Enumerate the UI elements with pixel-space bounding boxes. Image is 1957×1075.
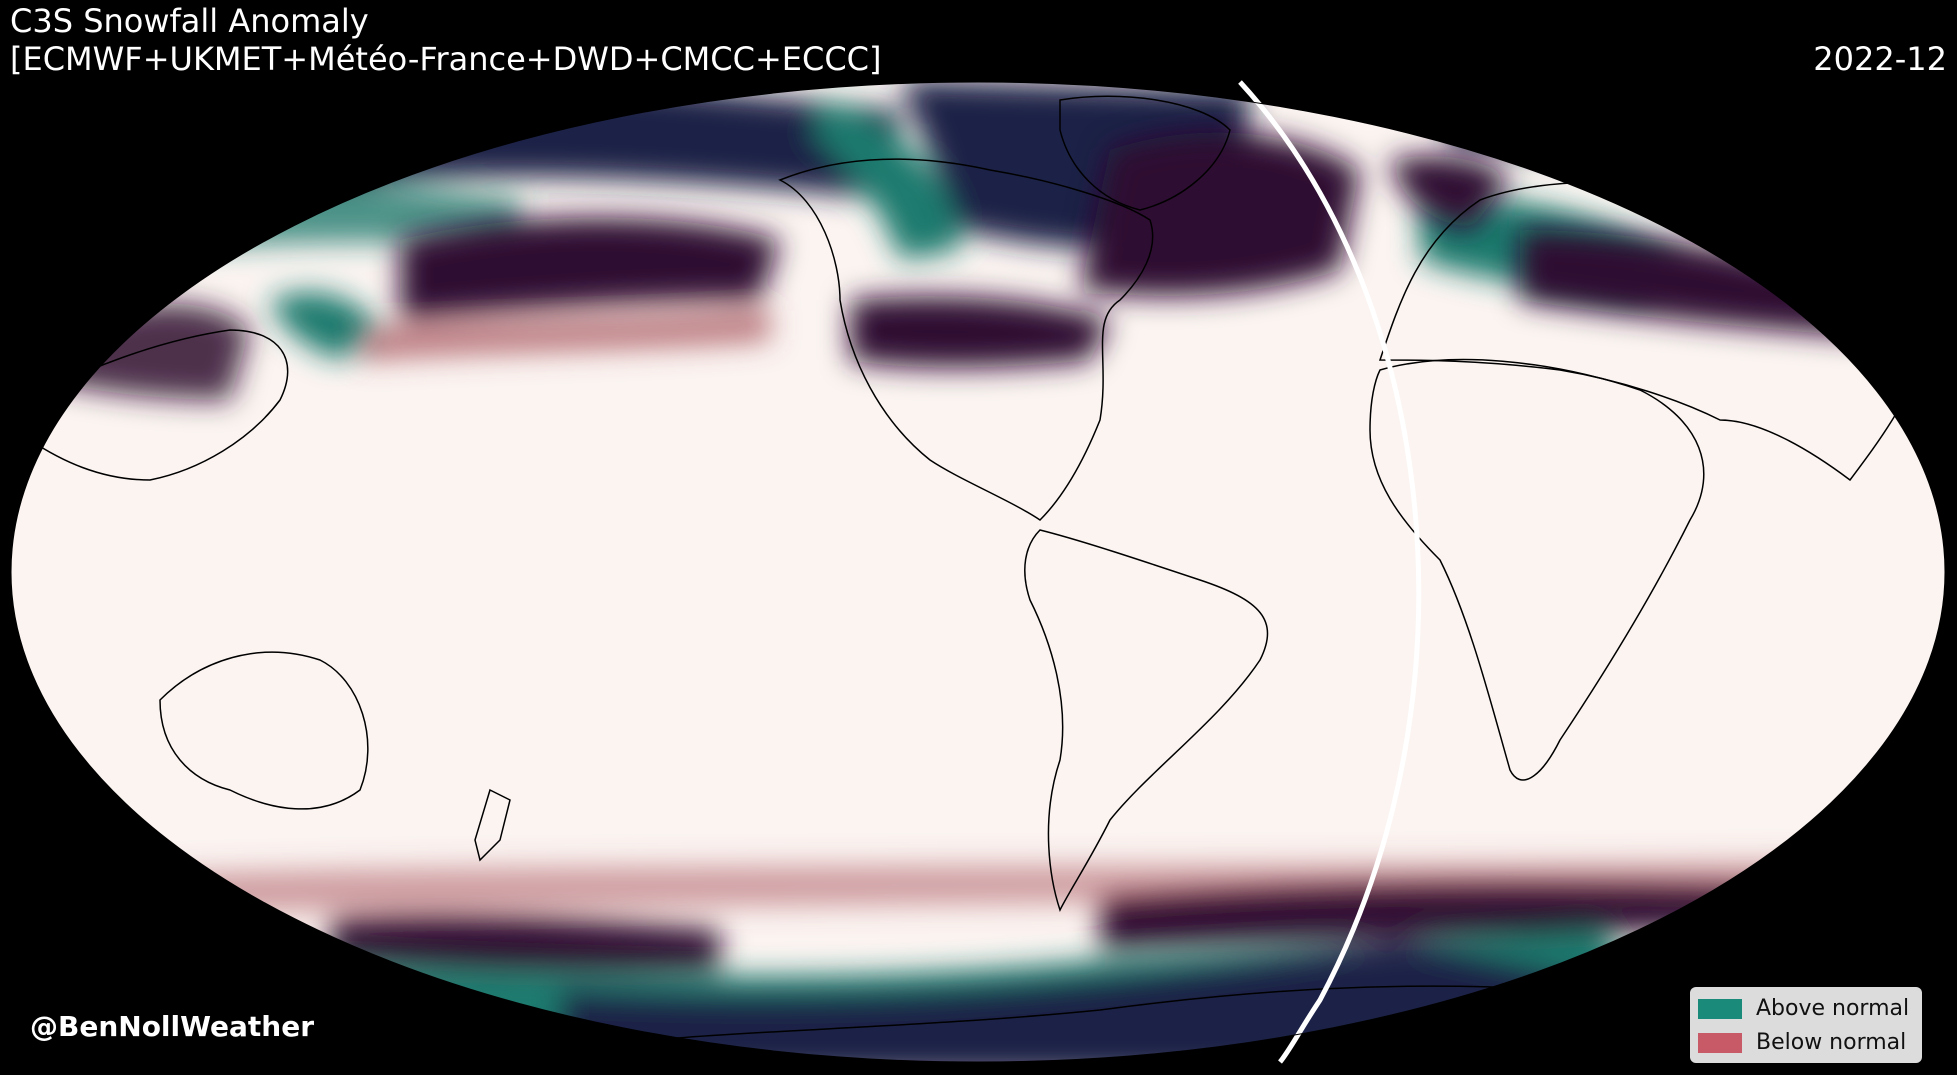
anomaly-below-east-asia bbox=[40, 303, 250, 400]
coastline-north-america bbox=[778, 158, 1154, 521]
coastline-south-america bbox=[1024, 529, 1269, 912]
coastline-africa bbox=[1369, 358, 1705, 781]
legend-label-below: Below normal bbox=[1756, 1030, 1907, 1055]
anomaly-below-southern-fringe bbox=[11, 860, 1945, 915]
map-subtitle: [ECMWF+UKMET+Météo-France+DWD+CMCC+ECCC] bbox=[10, 40, 882, 78]
anomaly-below-north-atlantic bbox=[1080, 132, 1360, 296]
legend-swatch-above bbox=[1698, 998, 1742, 1019]
anomaly-below-north-pacific bbox=[400, 217, 780, 320]
map-date: 2022-12 bbox=[1813, 40, 1947, 78]
anomaly-below-southern-west bbox=[330, 915, 720, 972]
legend-label-above: Above normal bbox=[1756, 996, 1910, 1021]
credit-label: @BenNollWeather bbox=[30, 1010, 315, 1043]
legend-swatch-below bbox=[1698, 1032, 1742, 1053]
legend-item-above: Above normal bbox=[1698, 996, 1909, 1021]
map-title: C3S Snowfall Anomaly bbox=[10, 2, 369, 40]
anomaly-below-north-pacific-fringe bbox=[360, 310, 770, 360]
anomaly-below-scandinavia bbox=[1390, 156, 1510, 230]
coastline-new-zealand bbox=[474, 788, 511, 862]
anomaly-below-us bbox=[850, 296, 1110, 368]
anomaly-above-japan-teal bbox=[270, 291, 380, 360]
coastline-east-asia bbox=[29, 329, 289, 481]
coastline-australia bbox=[159, 651, 369, 810]
anomaly-above-canada-teal bbox=[810, 100, 960, 260]
anomaly-below-southern-east bbox=[1100, 883, 1850, 950]
globe-border bbox=[10, 81, 1946, 1063]
coastline-greenland bbox=[1059, 95, 1231, 211]
legend-item-below: Below normal bbox=[1698, 1030, 1906, 1055]
coastline-antarctica bbox=[559, 985, 1561, 1051]
dateline-arc bbox=[1238, 80, 1422, 1064]
legend: Above normal Below normal bbox=[1690, 987, 1922, 1063]
